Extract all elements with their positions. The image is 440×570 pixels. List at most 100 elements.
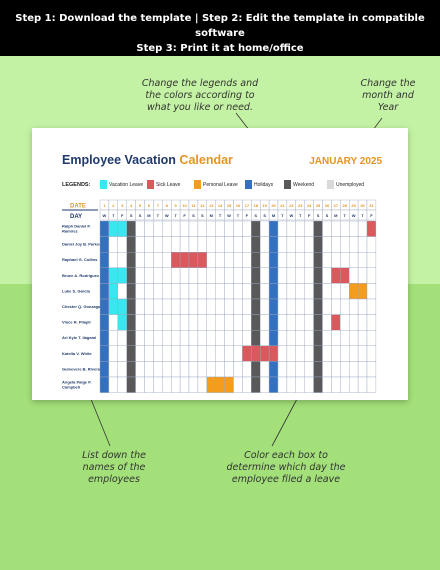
day-box [233, 376, 243, 393]
day-box [357, 345, 368, 362]
day-box [277, 329, 288, 346]
day-letter: T [361, 213, 364, 218]
day-box [313, 220, 323, 237]
date-number: 12 [200, 203, 205, 208]
month-year[interactable]: JANUARY 2025 [309, 156, 382, 167]
day-box [215, 376, 225, 393]
day-box [117, 283, 127, 300]
day-box [331, 267, 341, 284]
day-box [304, 283, 314, 300]
legend-personal: Personal Leave [194, 180, 238, 189]
day-box [162, 361, 172, 378]
day-box [340, 361, 350, 378]
day-box [286, 283, 296, 300]
day-box [242, 314, 252, 331]
day-letter: M [147, 213, 151, 218]
date-number: 13 [209, 203, 214, 208]
day-box [99, 314, 110, 331]
day-box [259, 283, 270, 300]
employee-name: Bruce A. Rodriguez [62, 273, 99, 278]
day-letter: M [210, 213, 214, 218]
day-box [242, 220, 252, 237]
day-letter: F [370, 213, 373, 218]
date-number: 14 [218, 203, 223, 208]
day-box [162, 267, 172, 284]
day-box [162, 283, 172, 300]
day-box [331, 314, 341, 331]
day-letter: T [281, 213, 284, 218]
legend-swatch [147, 180, 154, 189]
day-box [340, 283, 350, 300]
day-box [99, 220, 110, 237]
day-box [340, 298, 350, 315]
day-box [197, 361, 207, 378]
day-box [170, 329, 181, 346]
day-cell [366, 209, 377, 221]
day-box [170, 376, 181, 393]
day-box [99, 283, 110, 300]
day-box [242, 329, 252, 346]
day-box [233, 298, 243, 315]
day-box [357, 314, 368, 331]
day-box [295, 298, 305, 315]
day-box [188, 361, 199, 378]
day-box [322, 251, 332, 268]
day-box [366, 376, 377, 393]
day-box [215, 220, 225, 237]
day-box [286, 329, 296, 346]
day-box [117, 376, 127, 393]
date-number: 26 [325, 203, 330, 208]
day-box [233, 361, 243, 378]
day-letter: S [326, 213, 329, 218]
note-line: Color each box to [244, 450, 328, 461]
day-box [331, 298, 341, 315]
employee-name: Ari Kyle T. Ilagami [62, 335, 96, 340]
day-letter: W [103, 213, 107, 218]
day-box [304, 345, 314, 362]
employee-name: Ralph Daniel P. [62, 224, 91, 229]
day-box [268, 220, 279, 237]
day-box [108, 314, 119, 331]
day-box [135, 283, 145, 300]
day-box [153, 314, 163, 331]
day-box [215, 298, 225, 315]
day-box [366, 283, 377, 300]
day-box [153, 283, 163, 300]
day-box [206, 267, 216, 284]
day-box [233, 251, 243, 268]
day-box [286, 345, 296, 362]
day-box [340, 251, 350, 268]
day-box [340, 236, 350, 253]
day-box [349, 298, 359, 315]
day-box [268, 314, 279, 331]
day-box [268, 283, 279, 300]
day-box [331, 283, 341, 300]
day-box [126, 298, 136, 315]
day-box [295, 267, 305, 284]
day-box [224, 329, 234, 346]
day-letter: S [201, 213, 204, 218]
day-box [215, 314, 225, 331]
day-letter: F [308, 213, 311, 218]
day-box [117, 345, 127, 362]
day-box [179, 236, 190, 253]
day-box [357, 251, 368, 268]
day-box [135, 236, 145, 253]
day-box [126, 251, 136, 268]
date-number: 22 [289, 203, 294, 208]
day-box [286, 376, 296, 393]
day-letter: T [299, 213, 302, 218]
day-box [331, 345, 341, 362]
day-letter: T [157, 213, 160, 218]
day-letter: F [246, 213, 249, 218]
day-box [215, 267, 225, 284]
legend-label: Vacation Leave [109, 181, 144, 188]
day-box [206, 251, 216, 268]
day-box [233, 236, 243, 253]
day-box [99, 298, 110, 315]
day-box [242, 267, 252, 284]
day-box [224, 220, 234, 237]
day-box [126, 236, 136, 253]
day-box [170, 267, 181, 284]
day-letter: T [344, 213, 347, 218]
